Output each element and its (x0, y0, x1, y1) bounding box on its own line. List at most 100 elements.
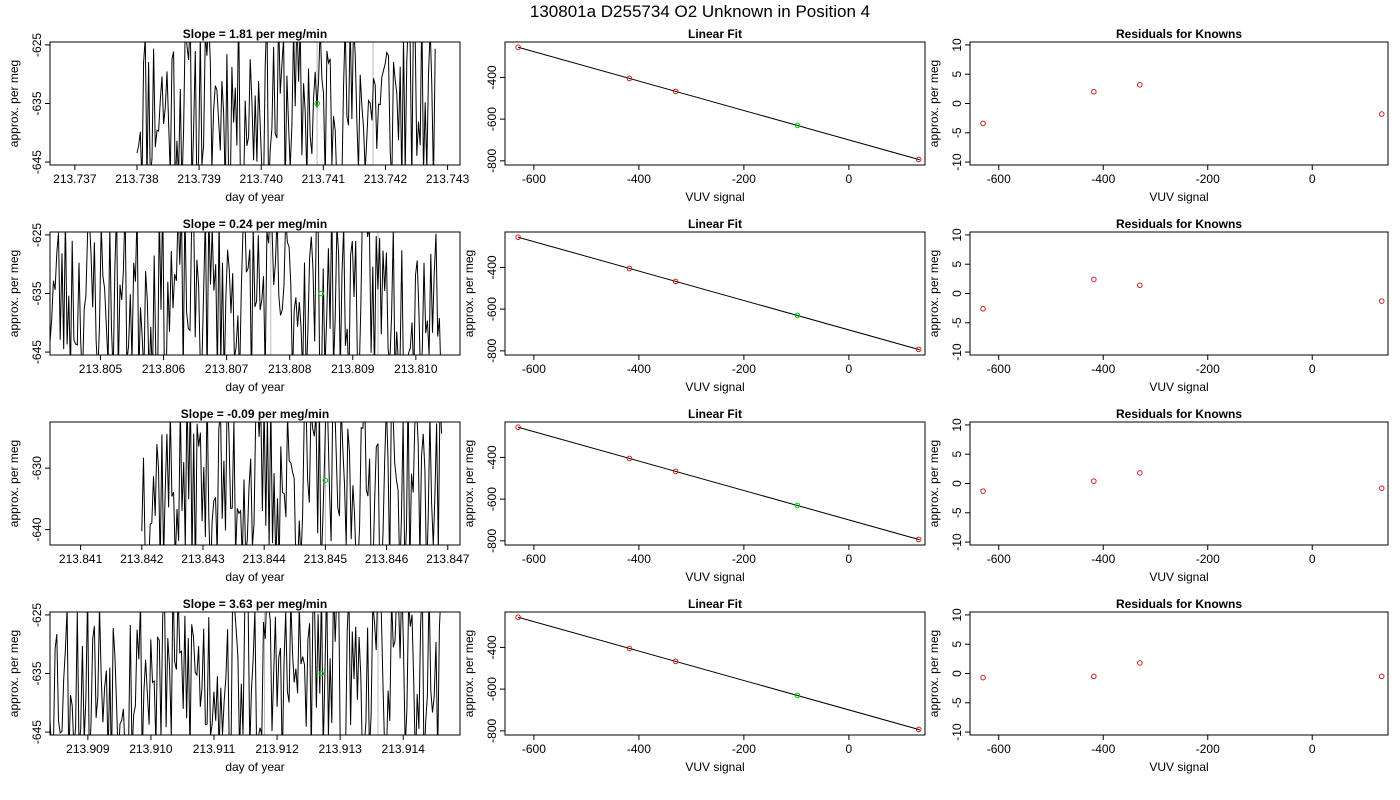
y-tick-label: -640 (30, 517, 44, 541)
chart-panel-residuals-row-3: Residuals for Knowns -600 -400 -200 0 10 5 0 -5 -… (927, 407, 1389, 584)
series-line (136, 42, 436, 165)
data-point (980, 488, 986, 494)
plot-area (50, 612, 441, 735)
y-tick-label: -800 (485, 149, 499, 173)
chart-panel-linear-fit-row-1: Linear Fit -600 -400 -200 0 -400 -600 -800 VUV s… (485, 27, 926, 204)
plot-area (515, 234, 922, 353)
y-axis-label: approx. per meg (462, 630, 476, 717)
x-tick-label: -200 (732, 172, 756, 186)
data-point (915, 536, 922, 543)
chart-panel-time-series-row-4: Slope = 3.63 per meg/min 213.909 213.910 21… (7, 597, 461, 774)
panel-title: Residuals for Knowns (1116, 597, 1242, 611)
panel-title: Residuals for Knowns (1116, 27, 1242, 41)
data-point (794, 312, 801, 319)
x-tick-label: 213.740 (240, 172, 284, 186)
plot-area (141, 422, 443, 545)
data-point (672, 468, 679, 475)
plot-area (515, 44, 922, 163)
x-tick-label: 213.914 (382, 742, 426, 756)
y-tick-label: 5 (950, 451, 964, 458)
data-point (515, 234, 521, 241)
data-point (626, 455, 633, 462)
x-tick-label: 213.809 (331, 362, 375, 376)
data-point (794, 692, 801, 699)
figure-title: 130801a D255734 O2 Unknown in Position 4 (530, 2, 870, 21)
series-line (141, 422, 443, 545)
data-point (626, 75, 633, 82)
unknown-marker (318, 290, 325, 297)
y-tick-label: -10 (950, 343, 964, 361)
y-tick-label: -635 (30, 281, 44, 305)
x-tick-label: 0 (846, 742, 853, 756)
plot-frame (969, 41, 1389, 166)
x-tick-label: 213.741 (302, 172, 346, 186)
x-tick-label: -400 (627, 552, 651, 566)
panel-grid: Slope = 1.81 per meg/min 213.737 213.738 21… (7, 27, 1389, 774)
y-tick-label: 10 (950, 608, 964, 622)
x-tick-label: 213.911 (193, 742, 236, 756)
data-point (1137, 282, 1143, 289)
y-tick-label: 10 (950, 38, 964, 52)
data-point (794, 122, 801, 129)
data-point (1378, 673, 1385, 680)
x-axis-label: VUV signal (685, 760, 744, 774)
unknown-marker (322, 477, 329, 484)
x-tick-label: -200 (732, 742, 756, 756)
x-tick-label: 213.742 (364, 172, 408, 186)
data-point (515, 614, 521, 621)
data-point (980, 305, 986, 312)
y-tick-label: -630 (30, 456, 44, 480)
x-tick-label: 0 (1309, 362, 1316, 376)
y-tick-label: -600 (485, 677, 499, 701)
data-point (915, 346, 922, 353)
x-tick-label: -600 (987, 552, 1011, 566)
y-axis-label: approx. per meg (7, 630, 21, 717)
y-tick-label: -5 (950, 697, 964, 708)
data-point (1378, 298, 1385, 304)
plot-frame (969, 421, 1389, 546)
x-axis-label: VUV signal (1149, 760, 1208, 774)
chart-panel-linear-fit-row-3: Linear Fit -600 -400 -200 0 -400 -600 -800 VUV s… (462, 407, 926, 584)
plot-frame (969, 611, 1389, 736)
x-tick-label: -200 (1196, 362, 1220, 376)
y-axis-label: approx. per meg (462, 250, 476, 337)
y-tick-label: -625 (30, 33, 44, 57)
panel-title: Residuals for Knowns (1116, 407, 1242, 421)
x-tick-label: -600 (522, 742, 546, 756)
chart-panel-time-series-row-3: Slope = -0.09 per meg/min 213.841 213.842 2… (7, 407, 470, 584)
panel-title: Slope = 1.81 per meg/min (183, 27, 327, 41)
data-point (980, 120, 986, 127)
data-point (1091, 276, 1097, 283)
x-tick-label: -400 (1091, 172, 1115, 186)
x-tick-label: -600 (987, 172, 1011, 186)
data-point (1378, 111, 1385, 117)
y-tick-label: -600 (485, 487, 499, 511)
x-tick-label: 0 (846, 362, 853, 376)
x-axis-label: VUV signal (1149, 570, 1208, 584)
plot-frame (49, 421, 461, 546)
series-line (50, 232, 441, 355)
y-tick-label: -800 (485, 339, 499, 363)
plot-area (980, 276, 1385, 312)
x-axis-label: VUV signal (1149, 380, 1208, 394)
y-tick-label: 0 (950, 100, 964, 107)
plot-area (515, 424, 922, 543)
y-tick-label: -10 (950, 533, 964, 551)
x-tick-label: -200 (732, 552, 756, 566)
y-tick-label: -800 (485, 529, 499, 553)
x-tick-label: 213.910 (129, 742, 173, 756)
x-tick-label: 0 (846, 172, 853, 186)
x-axis-label: day of year (225, 380, 284, 394)
x-axis-label: day of year (225, 760, 284, 774)
plot-frame (969, 231, 1389, 356)
data-point (915, 156, 922, 163)
y-tick-label: -635 (30, 91, 44, 115)
data-point (1137, 470, 1143, 476)
x-axis-label: VUV signal (685, 190, 744, 204)
x-tick-label: -400 (627, 172, 651, 186)
plot-area (515, 614, 922, 733)
plot-area (980, 81, 1385, 127)
panel-title: Slope = -0.09 per meg/min (181, 407, 329, 421)
x-tick-label: 213.844 (242, 552, 286, 566)
